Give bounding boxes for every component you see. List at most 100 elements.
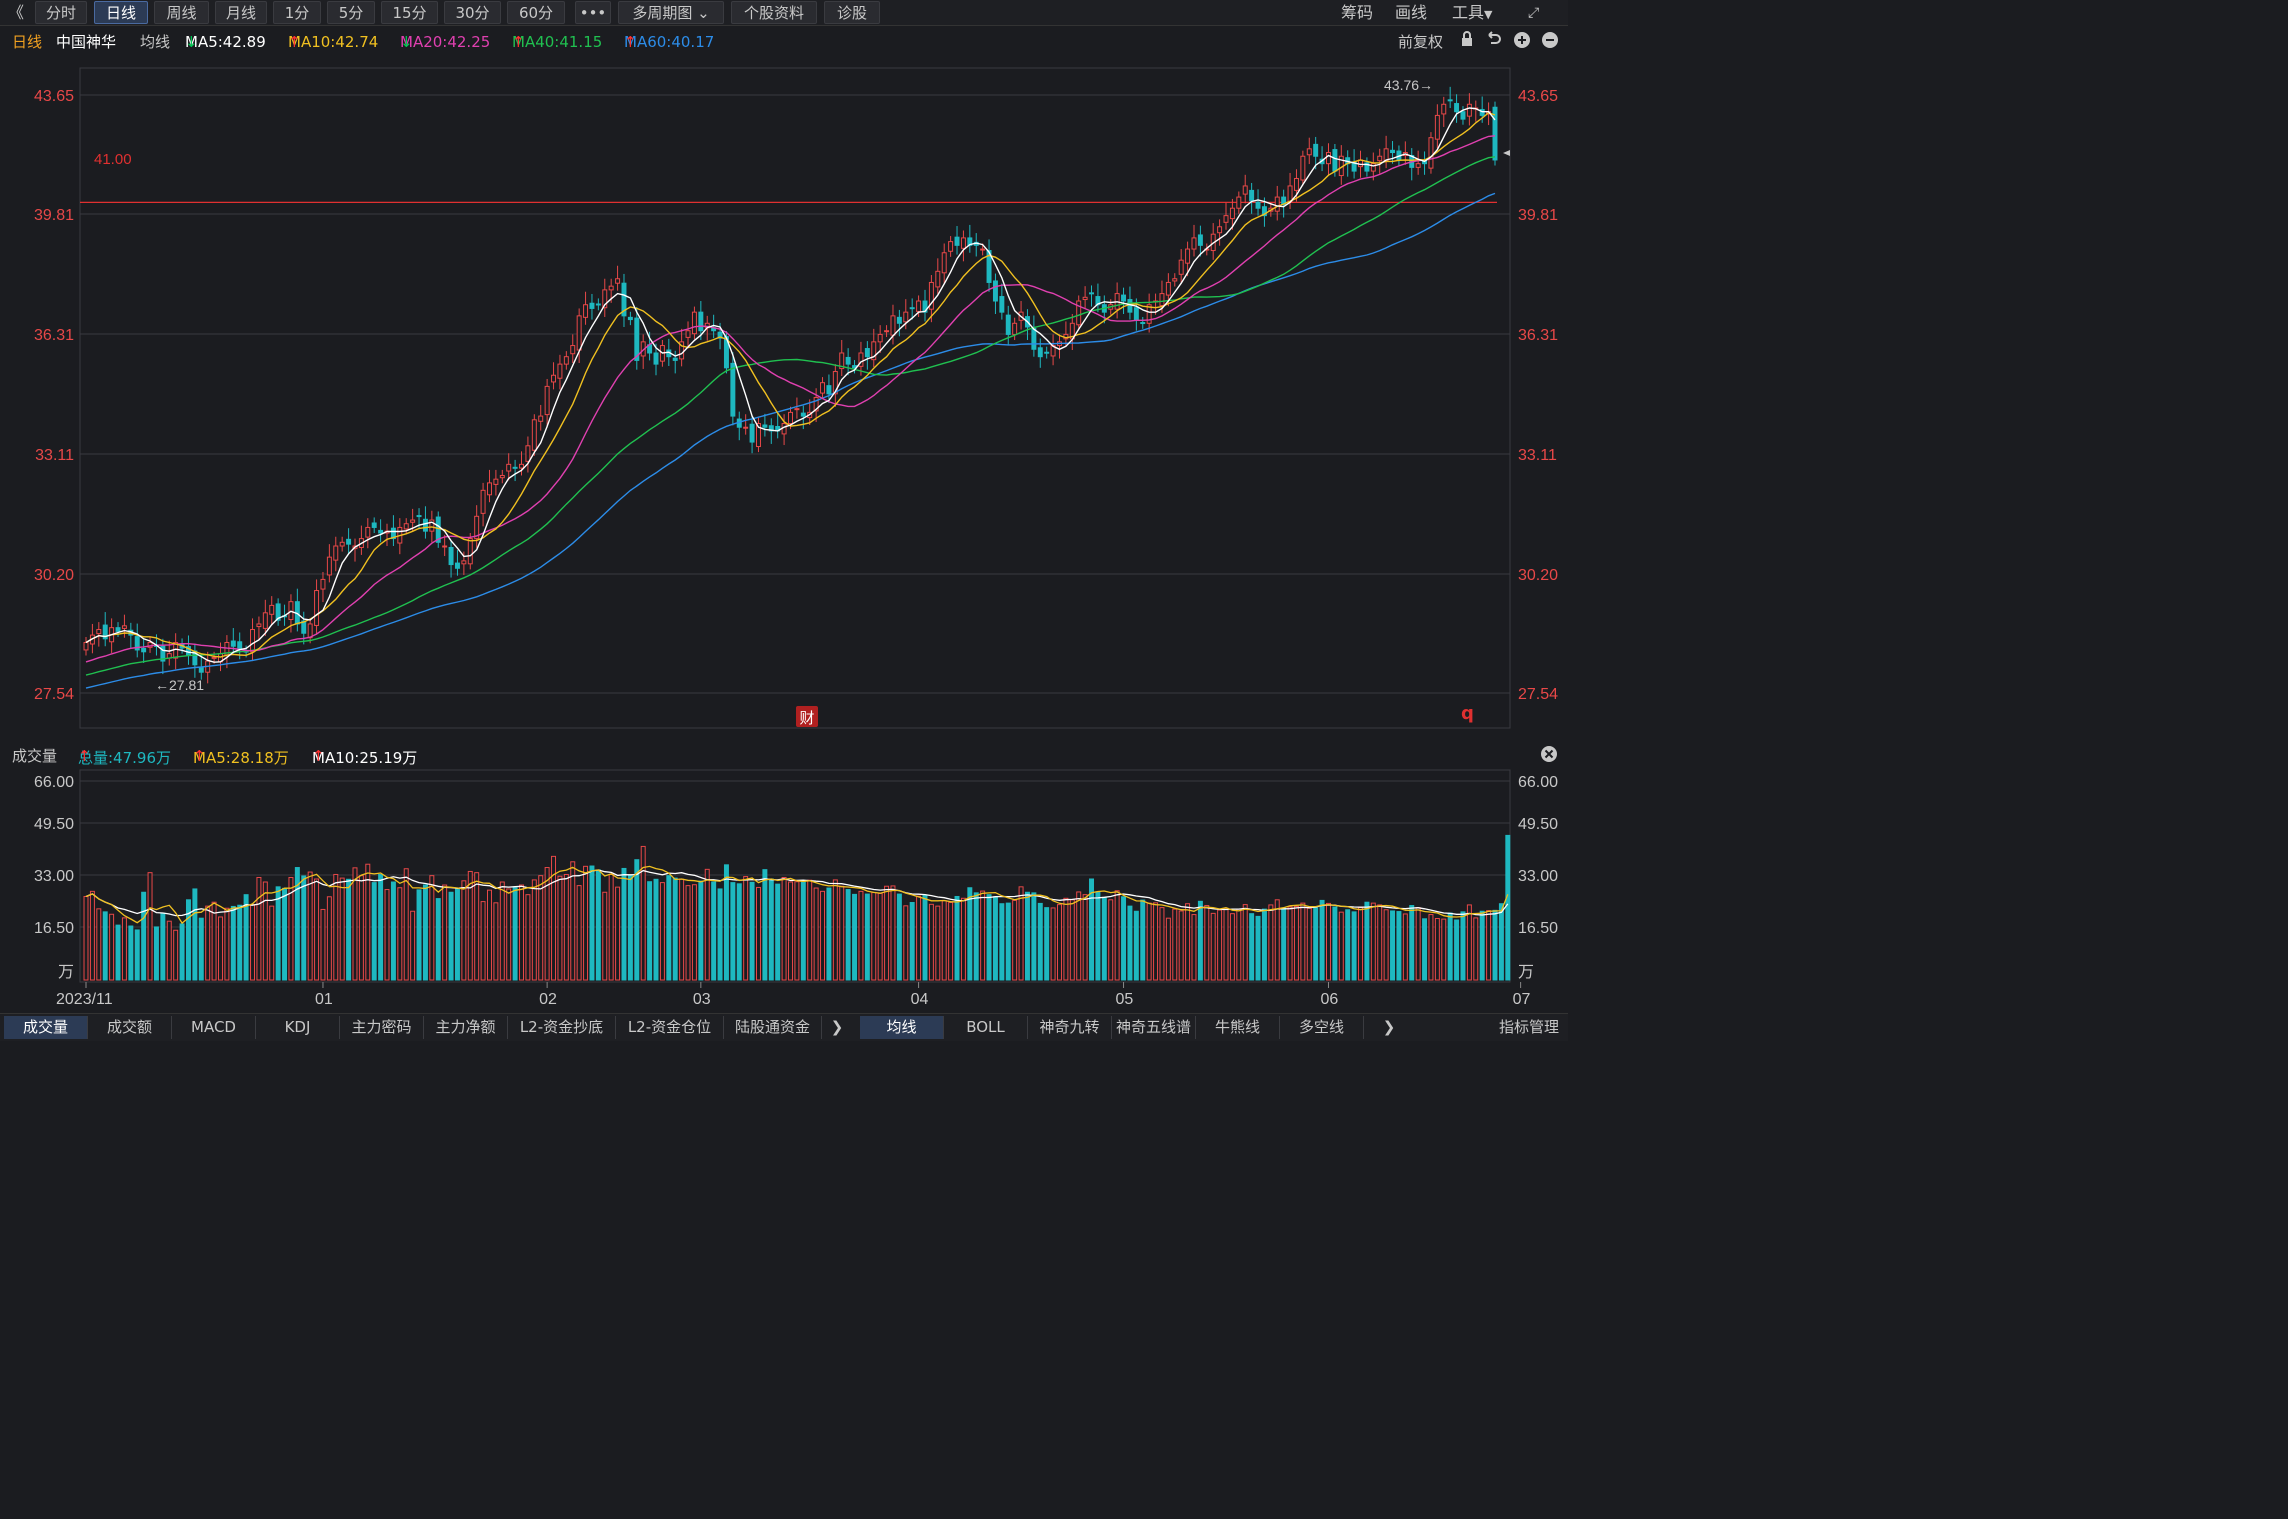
candle-body	[602, 289, 608, 309]
close-icon[interactable]	[1540, 745, 1558, 767]
indicator-tab[interactable]: L2-资金抄底	[508, 1016, 616, 1039]
period-button[interactable]: 日线	[94, 1, 148, 24]
volume-bar	[788, 881, 793, 981]
collapse-icon[interactable]: 《	[8, 3, 25, 22]
volume-bar	[121, 917, 127, 981]
volume-bar	[1178, 910, 1184, 981]
overlay-tab[interactable]: 均线	[860, 1016, 944, 1039]
volume-bar	[160, 912, 166, 981]
reference-line-label: 41.00	[94, 151, 132, 168]
period-button[interactable]: 月线	[215, 1, 267, 24]
more-tabs-right-icon[interactable]: ❯	[1382, 1018, 1396, 1036]
candle-body	[1165, 281, 1171, 296]
overlay-tab[interactable]: 神奇五线谱	[1112, 1016, 1196, 1039]
candle-body	[627, 316, 633, 321]
tools-button[interactable]: 工具▼	[1452, 2, 1492, 24]
period-button[interactable]: 5分	[327, 1, 375, 24]
stock-name[interactable]: 中国神华	[56, 33, 117, 51]
candle-body	[960, 237, 966, 249]
volume-bar	[109, 913, 115, 981]
top-toolbar: 《 分时 日线 周线 月线 1分 5分 15分 30分 60分 ••• 多周期图 ⌄ 个股资料 …	[0, 0, 1568, 26]
candle-body	[1249, 189, 1255, 202]
volume-tick-left: 49.50	[34, 816, 74, 833]
volume-bar	[346, 878, 352, 981]
indicator-tab[interactable]: 成交额	[88, 1016, 172, 1039]
volume-bar	[1069, 899, 1075, 981]
candle-body	[890, 315, 896, 336]
volume-bar	[1479, 910, 1485, 981]
stock-info-button[interactable]: 个股资料	[731, 1, 817, 24]
multi-period-button[interactable]: 多周期图 ⌄	[618, 1, 724, 24]
volume-bar	[845, 889, 851, 981]
kline-chart[interactable]: 43.65 43.65 39.81 39.81 36.31 36.31 33.11 33.11…	[0, 0, 1568, 1013]
volume-bar	[723, 864, 729, 981]
indicator-tab[interactable]: 成交量	[4, 1016, 88, 1039]
volume-bar	[1492, 909, 1498, 981]
candle-body	[461, 560, 467, 565]
volume-bar	[1044, 907, 1050, 981]
overlay-tab[interactable]: 牛熊线	[1196, 1016, 1280, 1039]
lock-icon[interactable]	[1460, 31, 1474, 51]
period-button[interactable]: 30分	[444, 1, 501, 24]
ma-trend-arrow: ↑	[512, 33, 525, 51]
period-button[interactable]: 分时	[35, 1, 87, 24]
overlay-tab[interactable]: 神奇九转	[1028, 1016, 1112, 1039]
price-panel[interactable]: 43.65 43.65 39.81 39.81 36.31 36.31 33.11 33.11…	[34, 67, 1558, 729]
volume-bar	[1114, 890, 1120, 981]
undo-icon[interactable]	[1486, 31, 1502, 51]
volume-tick-right: 33.00	[1518, 868, 1558, 885]
indicator-tab[interactable]: KDJ	[256, 1016, 340, 1039]
ma-avg-label[interactable]: 均线	[140, 33, 171, 51]
candle-body	[467, 538, 473, 565]
draw-line-button[interactable]: 画线	[1395, 3, 1428, 22]
volume-bar	[1434, 917, 1440, 981]
period-button[interactable]: 1分	[273, 1, 321, 24]
candle-body	[121, 625, 127, 629]
volume-bar	[1319, 899, 1325, 981]
indicator-tab[interactable]: MACD	[172, 1016, 256, 1039]
volume-bar	[102, 911, 108, 981]
period-button[interactable]: 60分	[507, 1, 565, 24]
volume-bar	[1255, 915, 1261, 981]
more-periods-button[interactable]: •••	[575, 1, 611, 24]
overlay-tab[interactable]: BOLL	[944, 1016, 1028, 1039]
candle-body	[954, 236, 960, 246]
volume-bar	[1101, 896, 1107, 981]
volume-bar	[1415, 907, 1421, 981]
period-button[interactable]: 15分	[381, 1, 438, 24]
volume-bar	[999, 903, 1005, 981]
diagnose-button[interactable]: 诊股	[824, 1, 880, 24]
volume-panel[interactable]: 66.00 66.00 49.50 49.50 33.00 33.00 16.50 16.50…	[34, 769, 1558, 1008]
indicator-tab[interactable]: 主力密码	[340, 1016, 424, 1039]
zoom-out-icon[interactable]	[1541, 31, 1559, 53]
indicator-tab[interactable]: L2-资金仓位	[616, 1016, 724, 1039]
more-tabs-left-icon[interactable]: ❯	[830, 1018, 844, 1036]
volume-title[interactable]: 成交量	[12, 747, 58, 765]
volume-bar	[1095, 891, 1101, 981]
candle-body	[1370, 163, 1376, 172]
candle-body	[858, 352, 864, 367]
candle-body	[1434, 114, 1440, 140]
candle-body	[832, 371, 838, 395]
candle-body	[941, 252, 947, 274]
volume-bar	[442, 884, 448, 981]
volume-bar	[627, 875, 633, 981]
period-button[interactable]: 周线	[154, 1, 209, 24]
zoom-in-icon[interactable]	[1513, 31, 1531, 53]
price-tick-left: 27.54	[34, 686, 74, 703]
candle-body	[980, 248, 986, 251]
date-tick-label: 04	[911, 991, 929, 1008]
volume-bar	[153, 926, 159, 981]
overlay-tab[interactable]: 多空线	[1280, 1016, 1364, 1039]
adjust-mode[interactable]: 前复权	[1398, 33, 1444, 51]
chip-button[interactable]: 筹码	[1341, 3, 1374, 22]
volume-bar	[1057, 904, 1062, 981]
volume-ma5-arrow: ↑	[193, 747, 206, 765]
indicator-tab[interactable]: 主力净额	[424, 1016, 508, 1039]
expand-icon[interactable]: ⤢	[1528, 5, 1540, 21]
volume-bar	[1076, 891, 1082, 981]
volume-bar	[1172, 908, 1178, 981]
indicator-manage-button[interactable]: 指标管理	[1498, 1018, 1559, 1036]
indicator-tab[interactable]: 陆股通资金	[724, 1016, 822, 1039]
candle-body	[1037, 347, 1043, 358]
